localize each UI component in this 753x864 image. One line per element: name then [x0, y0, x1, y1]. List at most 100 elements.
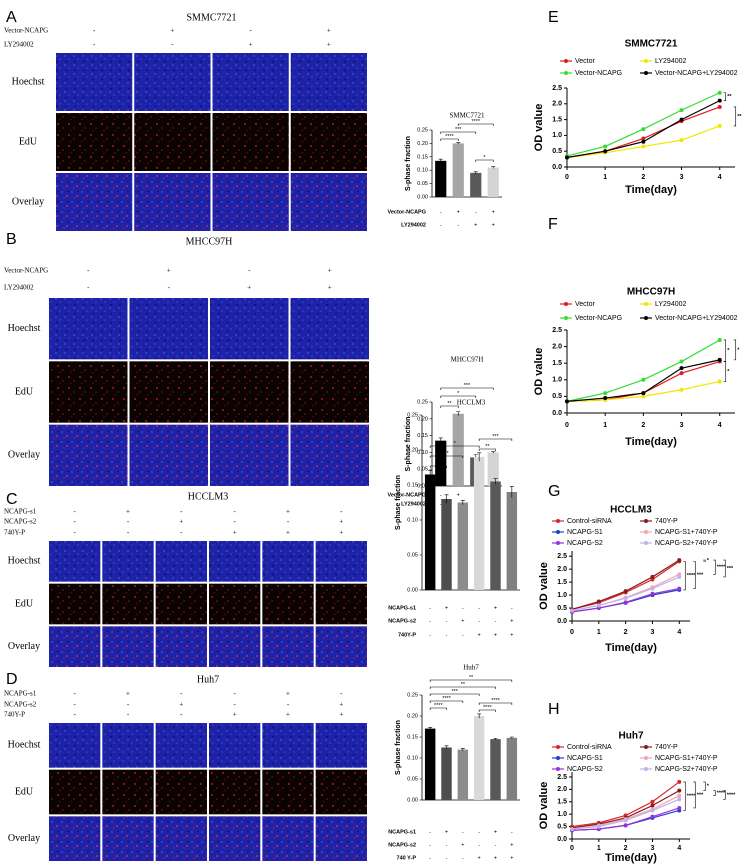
- legend-label: NCAPG-S1+740Y-P: [655, 755, 718, 762]
- x-tick-label: 3: [651, 845, 655, 852]
- bar: [424, 474, 436, 590]
- y-tick-label: 1.0: [552, 377, 562, 384]
- data-point: [717, 90, 722, 95]
- condition-sign: +: [461, 842, 464, 848]
- data-point: [570, 827, 574, 832]
- condition-sign: -: [287, 518, 290, 526]
- significance-label: **: [461, 682, 466, 688]
- legend-label: LY294002: [655, 301, 687, 308]
- micrograph: [129, 361, 208, 423]
- significance-label: ****: [471, 119, 480, 125]
- micrograph: [155, 769, 207, 815]
- data-point: [623, 600, 628, 605]
- condition-name: NCAPG-s2: [4, 701, 37, 709]
- y-tick-label: 2.0: [557, 786, 567, 793]
- significance-bracket: [429, 693, 480, 696]
- legend-marker: [644, 530, 648, 534]
- error-bar: [444, 745, 449, 750]
- micrograph: [209, 541, 261, 582]
- y-tick-label: 0.05: [417, 181, 428, 187]
- data-point: [641, 136, 646, 141]
- legend-label: Vector-NCAPG: [575, 315, 622, 322]
- condition-sign: -: [233, 518, 236, 526]
- y-axis-label: S-phase fraction: [395, 720, 402, 775]
- condition-sign: -: [440, 501, 442, 507]
- legend-marker: [556, 519, 560, 523]
- y-tick-label: 2.0: [557, 566, 567, 573]
- legend-label: Vector: [575, 301, 596, 308]
- condition-sign: +: [233, 711, 237, 719]
- data-point: [603, 391, 608, 396]
- condition-name: NCAPG-s2: [388, 618, 416, 624]
- micrograph: [155, 626, 207, 667]
- chart-title: Huh7: [463, 664, 479, 672]
- bar: [435, 160, 447, 197]
- row-label: Overlay: [12, 196, 44, 207]
- data-point: [623, 589, 628, 594]
- data-point: [650, 808, 655, 813]
- micrograph: [102, 583, 154, 625]
- legend-label: Vector-NCAPG+LY294002: [655, 315, 738, 322]
- data-point: [650, 586, 655, 591]
- data-point: [596, 603, 601, 608]
- y-tick-label: 0.5: [557, 605, 567, 612]
- row-label: Hoechst: [8, 740, 41, 751]
- condition-name: 740Y-P: [4, 529, 25, 537]
- data-point: [650, 799, 655, 804]
- data-point: [641, 139, 646, 144]
- data-point: [596, 824, 601, 829]
- condition-sign: +: [339, 518, 343, 526]
- micrograph: [262, 816, 314, 861]
- condition-sign: -: [457, 222, 459, 228]
- condition-sign: +: [474, 222, 477, 228]
- condition-sign: +: [328, 284, 332, 292]
- y-tick-label: 0.0: [552, 410, 562, 417]
- data-point: [650, 814, 655, 819]
- significance-bracket: [457, 123, 494, 126]
- data-point: [641, 377, 646, 382]
- significance-bracket: [733, 106, 737, 127]
- significance-label: **: [447, 401, 452, 407]
- legend-label: Control-siRNA: [567, 744, 612, 751]
- significance-bracket: [440, 131, 477, 134]
- chart-title: SMMC7721: [449, 112, 485, 120]
- significance-bracket: [429, 686, 496, 689]
- legend-marker: [564, 59, 568, 63]
- condition-sign: -: [446, 842, 448, 848]
- data-point: [650, 591, 655, 596]
- legend-marker: [644, 71, 648, 75]
- row-label: EdU: [19, 136, 38, 147]
- condition-sign: -: [180, 529, 183, 537]
- significance-label: ***: [451, 689, 458, 695]
- significance-label: *: [727, 348, 730, 354]
- condition-sign: -: [475, 209, 477, 215]
- condition-sign: -: [478, 605, 480, 611]
- panel-letter: B: [6, 231, 17, 248]
- significance-bracket: [693, 561, 696, 589]
- data-point: [641, 394, 646, 399]
- y-tick-label: 0.25: [417, 127, 428, 133]
- error-bar: [460, 748, 465, 751]
- condition-sign: +: [328, 267, 332, 275]
- micrograph: [212, 113, 289, 171]
- x-tick-label: 1: [597, 629, 601, 636]
- micrograph: [315, 583, 367, 625]
- data-point: [650, 574, 655, 579]
- condition-sign: +: [339, 701, 343, 709]
- y-tick-label: 0.00: [417, 194, 428, 200]
- condition-sign: +: [233, 529, 237, 537]
- bar: [452, 413, 464, 486]
- condition-sign: -: [446, 632, 448, 638]
- micrograph: [102, 626, 154, 667]
- condition-name: NCAPG-s1: [4, 690, 37, 698]
- y-tick-label: 0.00: [407, 797, 418, 803]
- error-bar: [509, 736, 514, 739]
- data-point: [641, 391, 646, 396]
- x-tick-label: 4: [718, 422, 722, 429]
- data-point: [650, 803, 655, 808]
- condition-sign: +: [327, 27, 331, 35]
- micrograph: [290, 53, 367, 111]
- row-label: Overlay: [8, 833, 40, 844]
- y-tick-label: 0.05: [407, 776, 418, 782]
- x-tick-label: 4: [718, 174, 722, 181]
